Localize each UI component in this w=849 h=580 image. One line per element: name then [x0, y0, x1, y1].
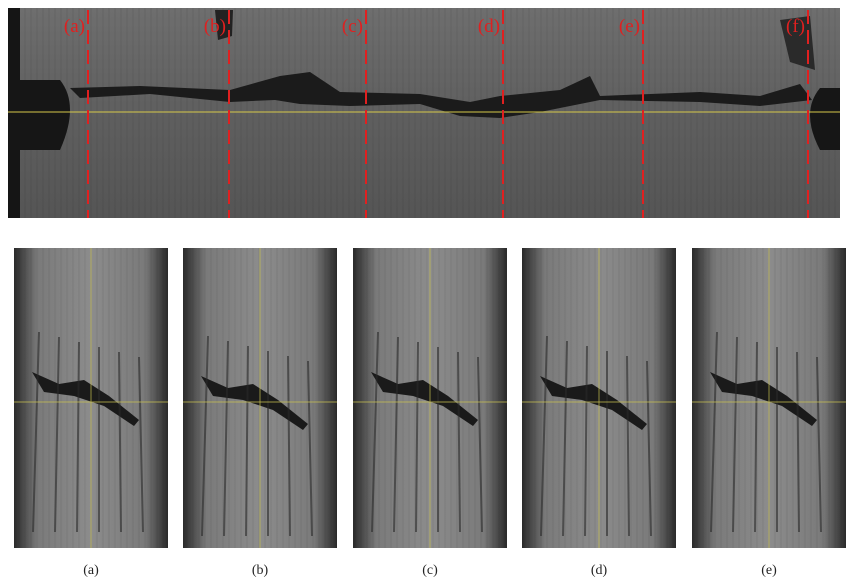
fiber-split [562, 340, 568, 537]
section-label: (b) [204, 16, 226, 37]
ct-slice [692, 248, 846, 548]
section-label: (f) [786, 16, 805, 37]
fiber-split [201, 335, 209, 537]
section-label: (a) [64, 16, 85, 37]
ct-slice [522, 248, 676, 548]
section-markers: (a) (b) (c) (d) (e) (f) [64, 10, 809, 218]
fiber-split [138, 356, 144, 533]
section-label: (c) [342, 16, 363, 37]
fiber-split [710, 331, 718, 533]
fiber-split [626, 355, 630, 537]
ct-slice [353, 248, 507, 548]
fiber-split [54, 336, 60, 533]
caption: (a) [83, 563, 99, 578]
fiber-split [457, 351, 461, 533]
caption: (b) [252, 563, 269, 578]
fiber-split [76, 341, 80, 533]
fiber-split [32, 331, 40, 533]
fiber-split [540, 335, 548, 537]
caption: (d) [591, 563, 608, 578]
fiber-split [393, 336, 399, 533]
caption: (e) [761, 563, 777, 578]
fiber-split [732, 336, 738, 533]
top-image [8, 8, 840, 218]
fiber-split [584, 345, 588, 537]
section-label: (d) [478, 16, 500, 37]
fiber-split [816, 356, 822, 533]
fiber-split [415, 341, 419, 533]
ct-slice [14, 248, 168, 548]
ct-slice [183, 248, 337, 548]
fiber-split [371, 331, 379, 533]
fiber-split [245, 345, 249, 537]
section-label: (e) [619, 16, 640, 37]
fiber-split [307, 360, 313, 537]
fiber-split [118, 351, 122, 533]
fiber-split [796, 351, 800, 533]
fiber-split [646, 360, 652, 537]
fiber-split [754, 341, 758, 533]
fiber-split [477, 356, 483, 533]
bottom-images: (a) (b) (c) (d) (e) [14, 248, 846, 578]
caption: (c) [422, 563, 438, 578]
fiber-split [223, 340, 229, 537]
fiber-split [287, 355, 291, 537]
